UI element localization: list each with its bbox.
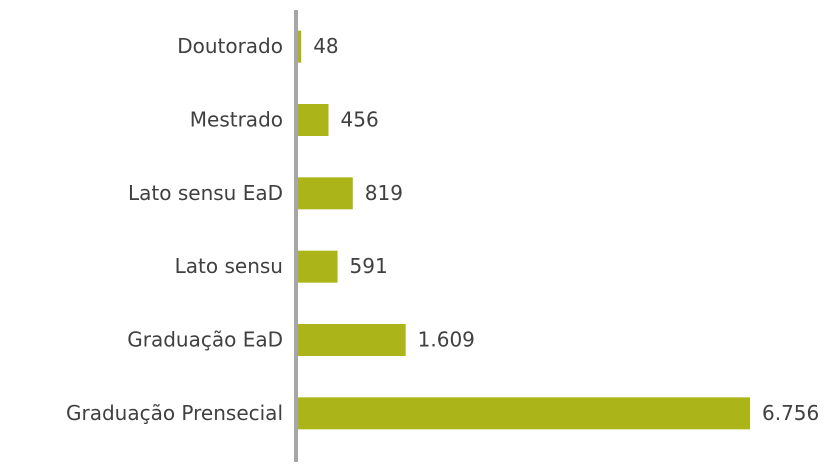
value-label: 819: [365, 181, 403, 205]
category-label: Graduação EaD: [127, 328, 283, 352]
value-label: 591: [350, 254, 388, 278]
bar: [298, 30, 302, 63]
category-label: Lato sensu EaD: [128, 181, 283, 205]
value-label: 48: [313, 34, 338, 58]
bar: [298, 104, 329, 136]
bar: [298, 177, 353, 210]
value-label: 1.609: [418, 328, 475, 352]
bar: [298, 324, 406, 356]
value-label: 456: [341, 108, 379, 132]
bar: [298, 397, 750, 430]
bar: [298, 250, 338, 283]
category-label: Mestrado: [190, 108, 283, 132]
value-label: 6.756: [762, 401, 819, 425]
category-label: Lato sensu: [175, 254, 283, 278]
category-label: Doutorado: [177, 34, 283, 58]
category-label: Graduação Prensecial: [66, 401, 283, 425]
